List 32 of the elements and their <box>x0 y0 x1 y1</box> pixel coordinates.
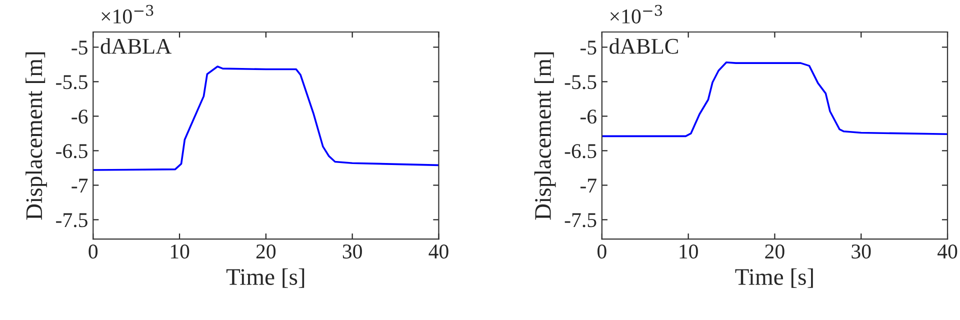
line-series <box>602 61 948 138</box>
text: ×10$^{−3}$ <box>610 4 662 24</box>
y-tick-label: -6 <box>72 110 88 124</box>
y-tick-label: -7 <box>580 178 596 192</box>
x-tick-label: 20 <box>256 244 276 259</box>
x-tick-label: 0 <box>88 244 98 259</box>
y-tick-label: -7 <box>72 178 88 192</box>
y-tick-label: -7.5 <box>56 213 88 228</box>
x-tick-label: 30 <box>342 244 362 259</box>
x-tick-label: 40 <box>938 244 958 259</box>
annotation: dABLC <box>610 38 678 54</box>
x-tick-label: 40 <box>428 244 448 259</box>
x-tick-label: 10 <box>680 244 698 259</box>
line-series <box>93 66 439 171</box>
y-tick-label: -5 <box>580 40 596 55</box>
x-tick-label: 0 <box>598 244 606 259</box>
y-tick-label: -6.5 <box>56 144 88 158</box>
y-axis-title: Displacement [m] <box>534 52 556 220</box>
y-tick-label: -5 <box>72 40 88 55</box>
x-tick-label: 20 <box>765 244 784 259</box>
x-axis-title: Time [s] <box>735 268 813 288</box>
y-tick-label: -7.5 <box>564 213 596 228</box>
y-axis-title: Displacement [m] <box>26 52 47 220</box>
x-tick-label: 30 <box>852 244 871 259</box>
y-tick-label: -6.5 <box>564 144 596 158</box>
y-tick-label: -5.5 <box>564 75 596 90</box>
y-tick-label: -5.5 <box>56 75 88 90</box>
y-tick-label: -6 <box>580 110 596 124</box>
x-axis-title: Time [s] <box>226 268 304 288</box>
x-tick-label: 10 <box>170 244 190 259</box>
text: ×10$^{−3}$ <box>102 4 154 24</box>
annotation: dABLA <box>100 38 172 54</box>
